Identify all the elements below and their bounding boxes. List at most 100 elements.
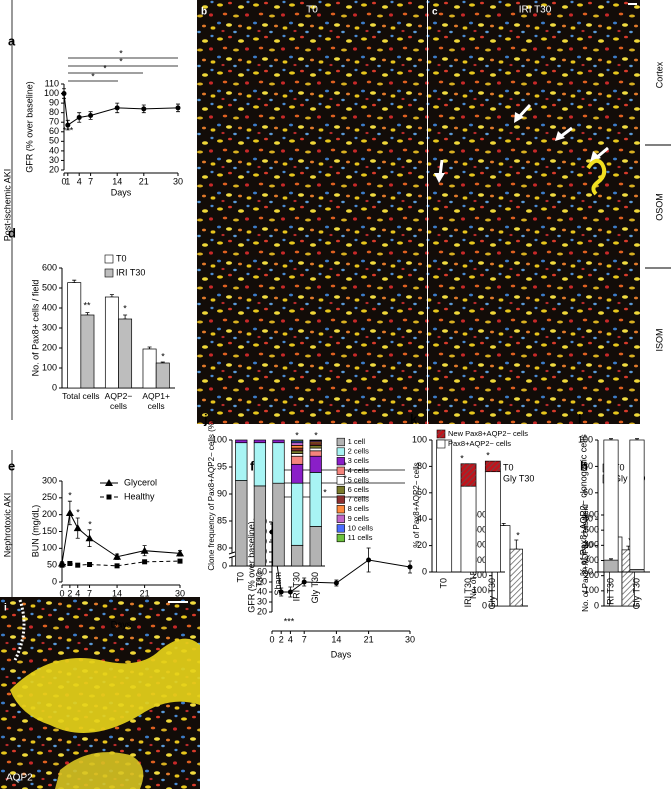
legend-swatch [336, 447, 345, 456]
region-label: Cortex [654, 61, 664, 88]
y-tick-label: 95 [217, 461, 227, 471]
tubule [55, 752, 144, 789]
vessel [13, 599, 26, 661]
y-tick-label: 50 [49, 136, 59, 146]
marker [142, 559, 148, 565]
panel-letter: f [250, 458, 255, 473]
y-tick-label: 30 [49, 155, 59, 165]
annotation: * [323, 487, 327, 497]
x-tick-label: 2 [279, 634, 284, 644]
marker [114, 563, 120, 569]
y-tick-label: 50 [257, 576, 267, 586]
legend-label: Glycerol [124, 477, 157, 487]
annotation: * [516, 530, 520, 540]
y-tick-label: 80 [217, 542, 227, 552]
y-tick-label: 60 [49, 126, 59, 136]
legend-label: New Pax8+AQP2− cells [448, 429, 528, 438]
x-tick-label: 14 [331, 634, 341, 644]
legend-swatch [336, 495, 345, 504]
panel-letter: l [578, 411, 582, 426]
x-tick-label: T30 [254, 572, 264, 588]
y-tick-label: 20 [417, 540, 427, 550]
marker [141, 106, 147, 112]
y-tick-label: 100 [44, 88, 59, 98]
bar-segment [253, 485, 267, 567]
hatch-overlay [460, 463, 477, 487]
bar-segment [253, 442, 267, 487]
annotation: * [119, 56, 123, 66]
panel-letter: d [8, 225, 16, 240]
y-tick-label: 60 [257, 566, 267, 576]
marker [106, 494, 112, 500]
x-tick-label-box: AQP2− cells [105, 391, 133, 411]
annotation: ** [83, 300, 91, 310]
bar [142, 348, 157, 389]
y-tick-label: 500 [42, 282, 57, 292]
annotation: * [295, 430, 299, 440]
x-axis-label: Days [331, 649, 352, 659]
panel-letter: a [8, 33, 16, 48]
y-tick-label: 80 [583, 461, 593, 471]
marker [176, 549, 184, 557]
legend-label: 9 cells [348, 514, 370, 523]
legend-swatch [336, 533, 345, 543]
x-tick-label: 14 [112, 176, 122, 186]
bar-segment [309, 472, 322, 527]
y-tick-label: 600 [472, 509, 487, 519]
bar-segment [290, 442, 304, 446]
legend-swatch [336, 485, 345, 495]
y-tick-label: 40 [583, 514, 593, 524]
legend-swatch [436, 439, 446, 449]
y-tick-label: 300 [584, 555, 599, 565]
annotation: * [123, 303, 127, 313]
axis-break [228, 551, 236, 559]
y-tick-label: 80 [49, 107, 59, 117]
y-tick-label: 60 [417, 487, 427, 497]
x-tick-label: IRI T30 [463, 578, 473, 607]
y-axis-label: No. of Pax8+AQP2− cells/field [581, 504, 590, 612]
annotation: *** [284, 616, 295, 626]
panel-letter: c [432, 7, 438, 18]
legend-label: Pax8+AQP2− cells [448, 439, 511, 448]
x-tick-label: AQP1+ cells [142, 391, 170, 411]
marker [61, 91, 67, 97]
y-axis-label: Clone frequency of Pax8+AQP2− cells (%) [207, 419, 216, 571]
marker [333, 580, 339, 586]
bar-segment [460, 485, 477, 573]
bar-segment [290, 445, 304, 449]
marker [301, 579, 307, 585]
y-tick-label: 90 [217, 488, 227, 498]
x-tick-label: 30 [405, 634, 415, 644]
x-tick-label: 14 [112, 588, 122, 598]
y-tick-label: 300 [42, 322, 57, 332]
annotation: * [76, 507, 80, 517]
legend-swatch [336, 514, 345, 523]
x-tick-label: 7 [88, 176, 93, 186]
x-tick-label: Gly T30 [487, 578, 497, 609]
y-tick-label: 100 [42, 543, 57, 553]
bar-segment [290, 455, 304, 465]
y-tick-label: 400 [584, 540, 599, 550]
y-tick-label: 0 [482, 600, 487, 610]
marker [88, 113, 94, 119]
marker [175, 105, 181, 111]
marker [140, 546, 149, 554]
marker [407, 564, 413, 570]
marker [76, 114, 82, 120]
legend-swatch [104, 254, 114, 264]
y-tick-label: 0 [222, 560, 227, 570]
y-tick-label: 70 [49, 117, 59, 127]
y-tick-label: 80 [417, 461, 427, 471]
legend-label: Healthy [124, 491, 155, 501]
x-tick-label: 0 [59, 588, 64, 598]
x-tick-label: 7 [87, 588, 92, 598]
legend-label: 8 cells [348, 504, 370, 513]
marker [287, 589, 293, 595]
legend-swatch [336, 466, 345, 475]
x-tick-label: T0 [439, 578, 449, 589]
y-tick-label: 40 [417, 514, 427, 524]
hatch-overlay [437, 430, 445, 438]
panel-letter: i [4, 603, 7, 614]
x-tick-label: 1 [65, 176, 70, 186]
y-tick-label: 100 [212, 434, 227, 444]
